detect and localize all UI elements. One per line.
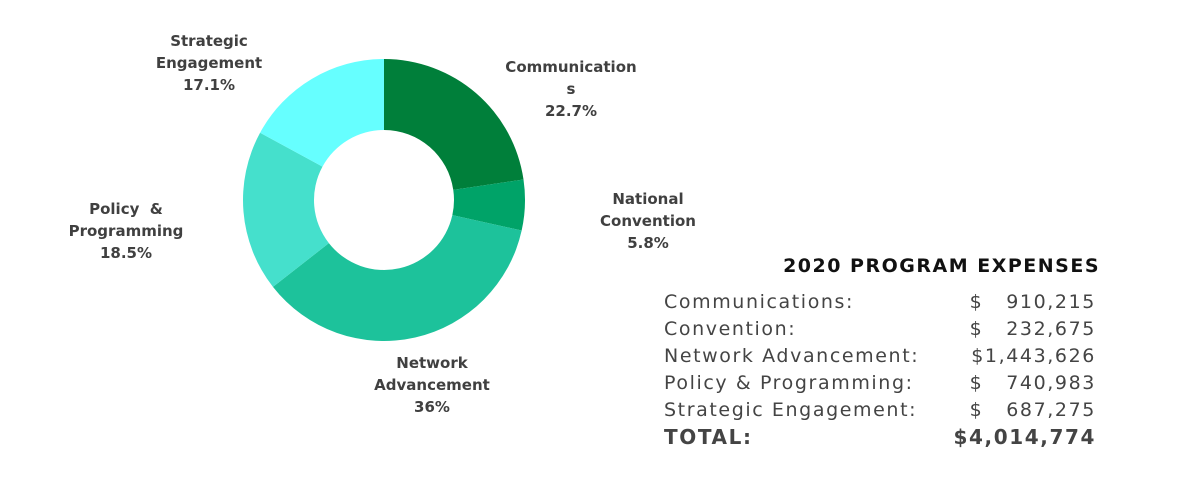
donut-slice (243, 132, 329, 287)
row-value: $ 910,215 (969, 291, 1096, 313)
row-label: Convention: (664, 318, 797, 340)
slice-label: Policy & Programming 18.5% (68, 200, 184, 262)
donut-slice (384, 59, 524, 190)
total-row: TOTAL: $4,014,774 (664, 424, 1096, 451)
row-label: Communications: (664, 291, 855, 313)
expenses-table: Communications: $ 910,215 Convention: $ 23… (664, 289, 1096, 451)
donut-chart (243, 59, 525, 341)
donut-slice (272, 215, 522, 341)
row-value: $ 740,983 (969, 372, 1096, 394)
row-value: $1,443,626 (971, 345, 1096, 367)
table-row: Strategic Engagement: $ 687,275 (664, 397, 1096, 424)
table-row: Communications: $ 910,215 (664, 289, 1096, 316)
donut-slice (260, 59, 384, 167)
row-value: $ 232,675 (969, 318, 1096, 340)
table-row: Convention: $ 232,675 (664, 316, 1096, 343)
donut-slice (452, 179, 525, 231)
row-label: Strategic Engagement: (664, 399, 918, 421)
slice-label: Network Advancement 36% (374, 354, 490, 416)
slice-label: Strategic Engagement 17.1% (155, 32, 263, 94)
slice-label: National Convention 5.8% (600, 190, 696, 252)
table-row: Network Advancement: $1,443,626 (664, 343, 1096, 370)
row-value: $ 687,275 (969, 399, 1096, 421)
row-label: Network Advancement: (664, 345, 920, 367)
slice-label: Communication s 22.7% (505, 58, 637, 120)
table-title: 2020 PROGRAM EXPENSES (783, 255, 1100, 277)
total-label: TOTAL: (664, 425, 753, 449)
row-label: Policy & Programming: (664, 372, 914, 394)
total-value: $4,014,774 (953, 425, 1096, 449)
table-row: Policy & Programming: $ 740,983 (664, 370, 1096, 397)
